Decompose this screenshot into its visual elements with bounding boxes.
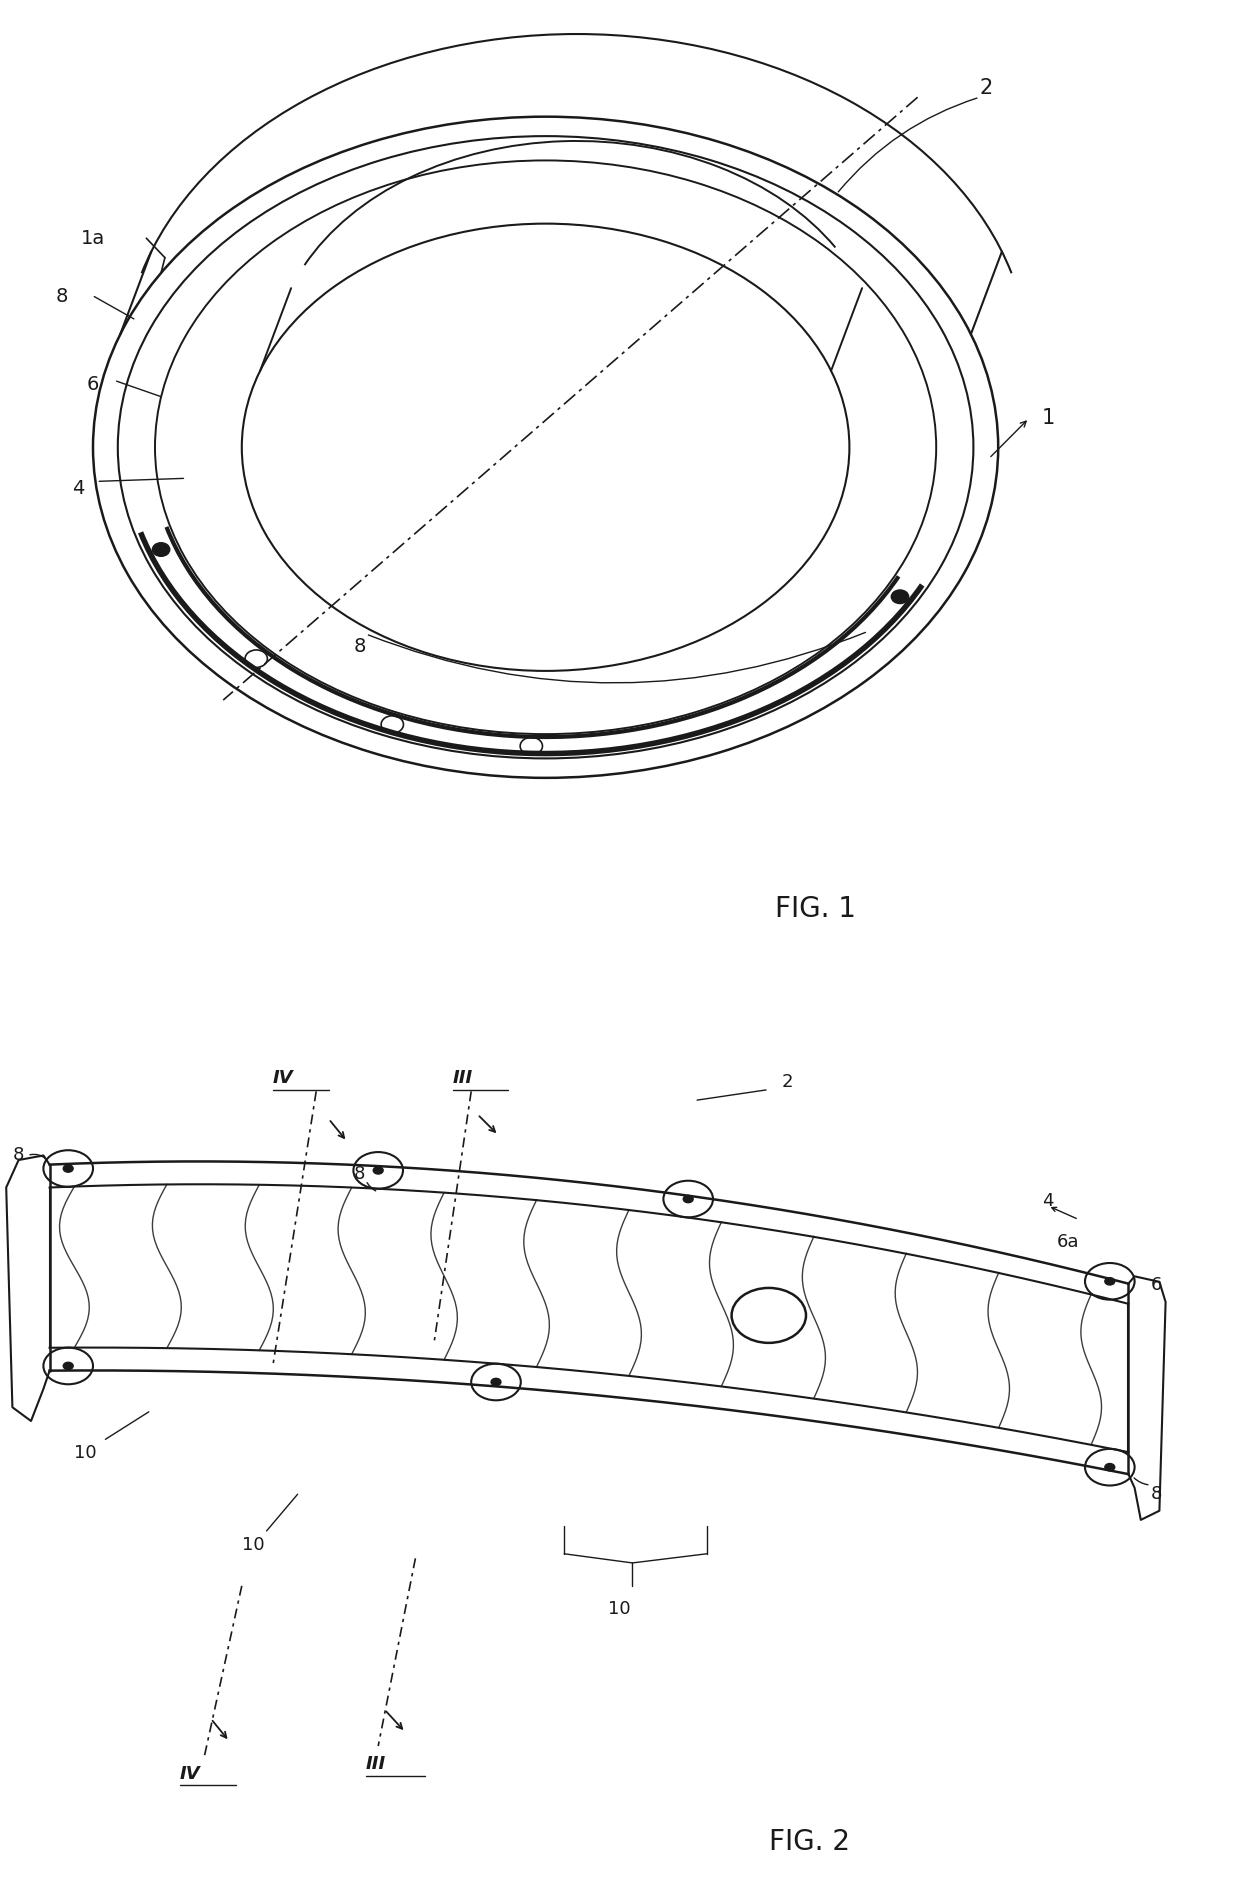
Text: FIG. 2: FIG. 2 [769,1828,849,1856]
Text: 4: 4 [72,478,84,498]
Text: 10: 10 [242,1535,264,1554]
Text: 6: 6 [87,374,99,393]
Text: III: III [453,1069,472,1087]
Circle shape [683,1195,693,1203]
Text: 1a: 1a [81,228,105,247]
Text: 10: 10 [608,1599,630,1618]
Text: 2: 2 [781,1072,792,1091]
Circle shape [892,589,909,604]
Text: 6: 6 [1151,1276,1162,1295]
Text: III: III [366,1756,386,1773]
Circle shape [1105,1463,1115,1471]
Text: 4: 4 [1042,1191,1053,1210]
Circle shape [1105,1278,1115,1286]
Text: 2: 2 [980,77,993,98]
Text: 10: 10 [74,1444,97,1461]
Text: 1: 1 [1042,408,1055,429]
Text: 6a: 6a [1056,1233,1079,1252]
Circle shape [153,542,170,557]
Text: 8: 8 [12,1146,24,1165]
Text: 8: 8 [1151,1486,1162,1503]
Text: 8: 8 [56,287,68,306]
Circle shape [373,1167,383,1174]
Text: 8: 8 [353,1165,365,1182]
Circle shape [491,1378,501,1386]
Text: IV: IV [273,1069,294,1087]
Circle shape [63,1363,73,1369]
Text: IV: IV [180,1765,201,1782]
Text: 8: 8 [353,636,366,657]
Circle shape [63,1165,73,1172]
Text: FIG. 1: FIG. 1 [775,895,856,923]
